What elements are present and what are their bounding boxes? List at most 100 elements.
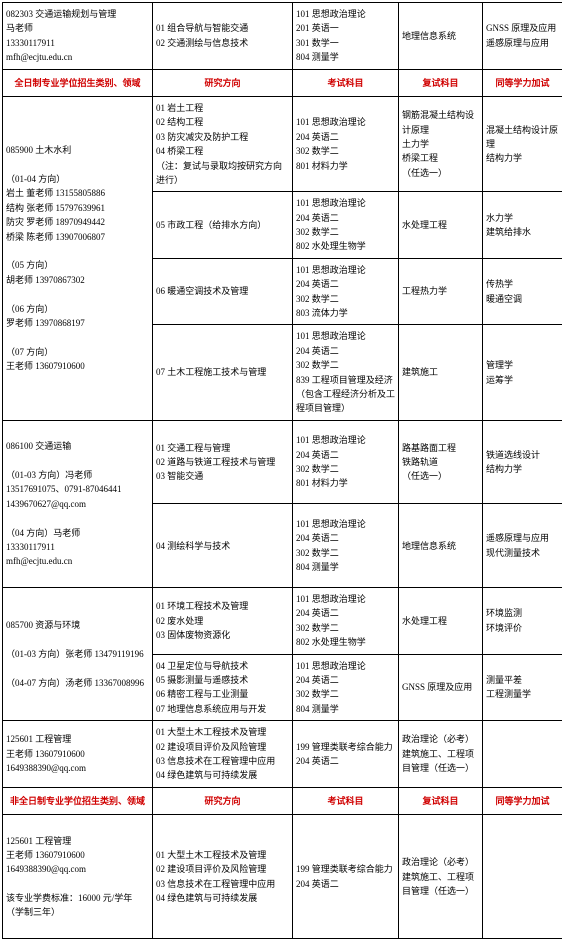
cell-line <box>6 244 149 258</box>
cell-line <box>6 819 149 833</box>
cell-line: 04 绿色建筑与可持续发展 <box>156 891 289 905</box>
header-cell: 全日制专业学位招生类别、领域 <box>3 69 153 96</box>
header-cell: 复试科目 <box>399 787 483 814</box>
cell-line: （07 方向） <box>6 345 149 359</box>
cell-line: 302 数学二 <box>296 462 395 476</box>
cell-line: 204 英语二 <box>296 344 395 358</box>
cell-line <box>6 129 149 143</box>
cell-line: 06 精密工程与工业测量 <box>156 687 289 701</box>
cell-line <box>6 604 149 618</box>
cell-line: 复试科目 <box>401 76 480 90</box>
cell-line: 政治理论（必考） <box>402 855 479 869</box>
data-cell: 101 思想政治理论204 英语二302 数学二802 水处理生物学 <box>293 192 399 259</box>
cell-line: 101 思想政治理论 <box>296 592 395 606</box>
cell-line: 804 测量学 <box>296 560 395 574</box>
cell-line: （任选一） <box>402 469 479 483</box>
data-cell: 04 卫星定位与导航技术05 摄影测量与遥感技术06 精密工程与工业测量07 地… <box>153 654 293 721</box>
section-header-row: 非全日制专业学位招生类别、领域研究方向考试科目复试科目同等学力加试 <box>3 787 562 814</box>
cell-line: 路基路面工程 <box>402 441 479 455</box>
header-cell: 非全日制专业学位招生类别、领域 <box>3 787 153 814</box>
cell-line: 桥梁工程 <box>402 151 479 165</box>
cell-line <box>6 287 149 301</box>
cell-line: 802 水处理生物学 <box>296 239 395 253</box>
cell-line <box>6 454 149 468</box>
cell-line: 085900 土木水利 <box>6 143 149 157</box>
cell-line: 03 信息技术在工程管理中应用 <box>156 877 289 891</box>
cell-line: 201 英语一 <box>296 21 395 35</box>
table-row: 082303 交通运输规划与管理马老师13330117911mfh@ecjtu.… <box>3 3 562 70</box>
cell-line: 204 英语二 <box>296 531 395 545</box>
cell-line: 199 管理类联考综合能力 <box>296 862 395 876</box>
cell-line: 全日制专业学位招生类别、领域 <box>5 76 150 90</box>
header-cell: 研究方向 <box>153 69 293 96</box>
cell-line: 804 测量学 <box>296 50 395 64</box>
cell-line: 03 固体废物资源化 <box>156 628 289 642</box>
cell-line <box>6 373 149 387</box>
cell-line: 考试科目 <box>295 76 396 90</box>
cell-line: 03 信息技术在工程管理中应用 <box>156 754 289 768</box>
data-cell: 工程热力学 <box>399 258 483 325</box>
cell-line: 13330117911 <box>6 36 149 50</box>
data-cell: 05 市政工程（给排水方向） <box>153 192 293 259</box>
cell-line: 测量平差 <box>486 673 559 687</box>
cell-line: 马老师 <box>6 21 149 35</box>
cell-line: 302 数学二 <box>296 358 395 372</box>
cell-line: 王老师 13607910600 <box>6 359 149 373</box>
data-cell: 199 管理类联考综合能力204 英语二 <box>293 721 399 788</box>
cell-line: 传热学 <box>486 277 559 291</box>
data-cell: 管理学运筹学 <box>483 325 562 420</box>
header-cell: 考试科目 <box>293 69 399 96</box>
data-cell: 085700 资源与环境 （01-03 方向）张老师 13479119196 （… <box>3 588 153 721</box>
cell-line: 801 材料力学 <box>296 159 395 173</box>
data-cell: GNSS 原理及应用 <box>399 654 483 721</box>
data-cell: 01 岩土工程02 结构工程03 防灾减灾及防护工程04 桥梁工程（注：复试与录… <box>153 96 293 191</box>
cell-line: 研究方向 <box>155 76 290 90</box>
cell-line: 085700 资源与环境 <box>6 618 149 632</box>
cell-line: GNSS 原理及应用 <box>402 680 479 694</box>
cell-line <box>6 569 149 583</box>
cell-line <box>6 920 149 934</box>
cell-line: 01 交通工程与管理 <box>156 441 289 455</box>
cell-line: 暖通空调 <box>486 292 559 306</box>
cell-line: 结构力学 <box>486 462 559 476</box>
cell-line: 302 数学二 <box>296 687 395 701</box>
cell-line <box>6 425 149 439</box>
data-cell: 101 思想政治理论204 英语二302 数学二802 水处理生物学 <box>293 588 399 655</box>
cell-line <box>6 158 149 172</box>
cell-line: 101 思想政治理论 <box>296 115 395 129</box>
cell-line: mfh@ecjtu.edu.cn <box>6 554 149 568</box>
cell-line: 05 摄影测量与遥感技术 <box>156 673 289 687</box>
data-cell: 路基路面工程铁路轨道（任选一） <box>399 420 483 504</box>
cell-line: 101 思想政治理论 <box>296 7 395 21</box>
cell-line: 101 思想政治理论 <box>296 433 395 447</box>
cell-line: 1649388390@qq.com <box>6 862 149 876</box>
data-cell: 101 思想政治理论204 英语二302 数学二801 材料力学 <box>293 96 399 191</box>
cell-line: 101 思想政治理论 <box>296 263 395 277</box>
data-cell: 101 思想政治理论204 英语二302 数学二803 流体力学 <box>293 258 399 325</box>
cell-line: 302 数学二 <box>296 144 395 158</box>
cell-line: 13517691075、0791-87046441 <box>6 482 149 496</box>
cell-line: 非全日制专业学位招生类别、领域 <box>5 794 150 808</box>
cell-line: 101 思想政治理论 <box>296 517 395 531</box>
cell-line: 02 交通测绘与信息技术 <box>156 36 289 50</box>
data-cell: 06 暖通空调技术及管理 <box>153 258 293 325</box>
cell-line: 胡老师 13970867302 <box>6 273 149 287</box>
cell-line: 04 卫星定位与导航技术 <box>156 659 289 673</box>
header-cell: 考试科目 <box>293 787 399 814</box>
data-cell: 086100 交通运输 （01-03 方向）冯老师13517691075、079… <box>3 420 153 587</box>
cell-line: 02 建设项目评价及风险管理 <box>156 862 289 876</box>
cell-line: 1439670627@qq.com <box>6 497 149 511</box>
cell-line: （05 方向） <box>6 258 149 272</box>
cell-line: 遥感原理与应用 <box>486 531 559 545</box>
data-cell: 01 组合导航与智能交通02 交通测绘与信息技术 <box>153 3 293 70</box>
cell-line: mfh@ecjtu.edu.cn <box>6 50 149 64</box>
cell-line: 101 思想政治理论 <box>296 329 395 343</box>
data-cell: 钢筋混凝土结构设计原理土力学桥梁工程（任选一） <box>399 96 483 191</box>
cell-line: 204 英语二 <box>296 130 395 144</box>
cell-line: 082303 交通运输规划与管理 <box>6 7 149 21</box>
cell-line: 04 桥梁工程 <box>156 144 289 158</box>
header-cell: 复试科目 <box>399 69 483 96</box>
cell-line: 该专业学费标准：16000 元/学年（学制三年） <box>6 891 149 920</box>
cell-line: 03 智能交通 <box>156 469 289 483</box>
cell-line: 13330117911 <box>6 540 149 554</box>
